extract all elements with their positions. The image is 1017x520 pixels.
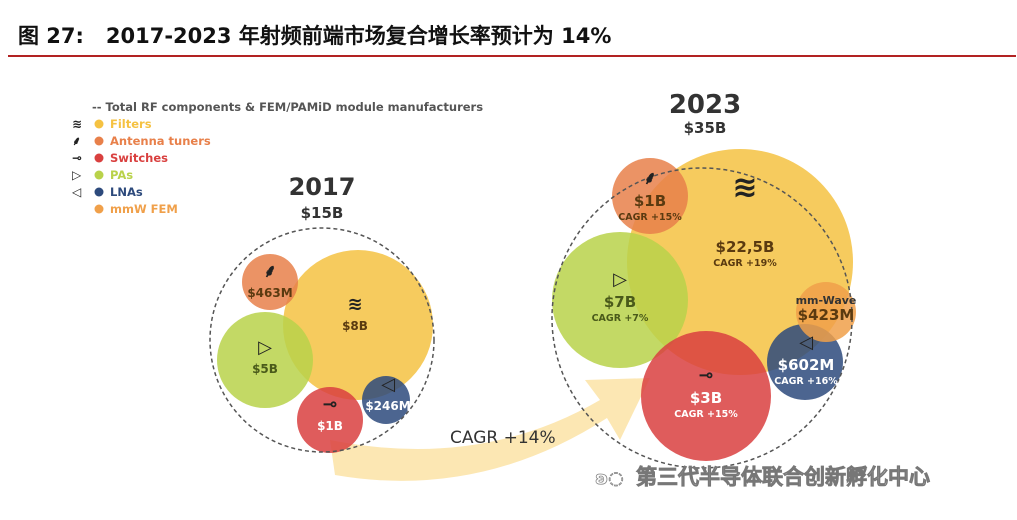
bubble-cagr: CAGR +7%	[592, 313, 649, 324]
bubble-lnas	[767, 324, 843, 400]
bubble-value: $423M	[798, 306, 855, 324]
lnas-icon: ◁	[381, 374, 395, 395]
bubble-value: $22,5B	[716, 238, 775, 256]
growth-arrow	[330, 378, 650, 481]
watermark-text: 第三代半导体联合创新孵化中心	[636, 465, 930, 489]
bubble-antenna-tuners	[242, 254, 298, 310]
legend-label: mmW FEM	[110, 202, 178, 216]
filters-icon: ≋	[732, 170, 757, 205]
total-label: $35B	[684, 119, 727, 137]
lnas-icon: ◁	[799, 332, 813, 353]
legend-label: Antenna tuners	[110, 134, 211, 148]
bubble-cagr: CAGR +16%	[774, 376, 838, 387]
bubble-value: $8B	[342, 319, 368, 333]
bubble-name: mm-Wave	[796, 294, 857, 307]
year-label: 2023	[669, 90, 741, 120]
bubble-switches	[297, 387, 363, 453]
page-title: 图 27: 2017-2023 年射频前端市场复合增长率预计为 14%	[18, 24, 612, 48]
bubble-value: $3B	[690, 389, 722, 407]
filter-wave-icon: ≋	[72, 117, 82, 131]
bubble-filters	[283, 250, 433, 400]
total-market-circle	[551, 167, 853, 469]
bubble-switches	[641, 331, 771, 461]
filters-icon: ≋	[347, 294, 362, 315]
bubble-cagr: CAGR +15%	[674, 409, 738, 420]
bubble-cagr: CAGR +19%	[713, 258, 777, 269]
legend-dot	[94, 119, 104, 129]
legend-label: PAs	[110, 168, 133, 182]
legend-label: -- Total RF components & FEM/PAMiD modul…	[92, 100, 483, 114]
wechat-icon: ʚ◌	[595, 468, 624, 489]
pas-icon: ▷	[613, 269, 627, 290]
legend-label: Filters	[110, 117, 152, 131]
bubble-value: $7B	[604, 293, 636, 311]
antenna-tuners-icon: ⸙	[263, 261, 277, 282]
legend-label: Switches	[110, 151, 168, 165]
legend-dot	[94, 136, 104, 146]
arrow-label: CAGR +14%	[450, 428, 556, 448]
antenna-tuner-icon: ⸙	[72, 134, 81, 148]
bubble-pas	[552, 232, 688, 368]
switch-icon: ⊸	[72, 151, 82, 165]
bubble-value: $1B	[634, 192, 666, 210]
total-label: $15B	[301, 204, 344, 222]
bubble-value: $602M	[778, 356, 835, 374]
lna-icon: ◁	[71, 185, 81, 199]
total-market-circle	[209, 227, 435, 453]
switches-icon: ⊸	[322, 394, 337, 415]
amplifier-icon: ▷	[72, 168, 82, 182]
pas-icon: ▷	[258, 337, 272, 358]
title-divider	[8, 55, 1016, 57]
legend-dot	[94, 187, 104, 197]
switches-icon: ⊸	[698, 365, 713, 386]
legend-dot	[94, 204, 104, 214]
bubble-mmw-fem	[796, 282, 856, 342]
bubble-value: $5B	[252, 362, 278, 376]
legend-label: LNAs	[110, 185, 143, 199]
antenna-tuners-icon: ⸙	[643, 168, 657, 189]
legend-dot	[94, 170, 104, 180]
bubble-value: $463M	[247, 286, 292, 300]
bubble-antenna-tuners	[612, 158, 688, 234]
year-label: 2017	[289, 173, 356, 201]
bubble-value: $1B	[317, 419, 343, 433]
bubble-lnas	[362, 376, 410, 424]
bubble-cagr: CAGR +15%	[618, 212, 682, 223]
bubble-pas	[217, 312, 313, 408]
legend-dot	[94, 153, 104, 163]
bubble-value: $246M	[365, 399, 410, 413]
